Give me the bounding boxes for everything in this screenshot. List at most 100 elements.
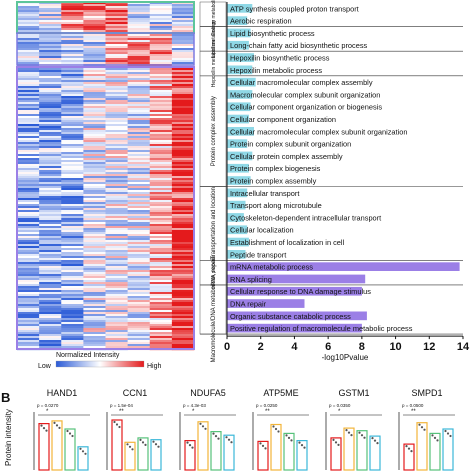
heatmap-cell bbox=[105, 2, 128, 5]
heatmap-cell bbox=[127, 114, 151, 117]
go-x-tick-label: 4 bbox=[291, 341, 298, 353]
significance-mark: ** bbox=[411, 409, 416, 415]
replicate-point bbox=[154, 443, 158, 446]
heatmap-cell bbox=[61, 134, 84, 137]
heatmap-cell bbox=[149, 220, 173, 223]
heatmap-cell bbox=[39, 296, 62, 299]
heatmap-cell bbox=[149, 270, 173, 273]
heatmap-cell bbox=[105, 272, 128, 275]
heatmap-cell bbox=[39, 302, 62, 305]
heatmap-cell bbox=[149, 212, 173, 215]
heatmap-cell bbox=[61, 326, 84, 329]
heatmap-cell bbox=[83, 104, 106, 107]
heatmap-cell bbox=[39, 142, 62, 145]
heatmap-cell bbox=[171, 114, 195, 117]
heatmap-cell bbox=[61, 232, 84, 235]
heatmap-cell bbox=[171, 14, 195, 17]
heatmap-cell bbox=[17, 174, 40, 177]
heatmap-cell bbox=[83, 256, 106, 259]
heatmap-cell bbox=[105, 38, 128, 41]
heatmap-cell bbox=[83, 10, 106, 13]
heatmap-cell bbox=[105, 88, 128, 91]
heatmap-cell bbox=[83, 96, 106, 99]
heatmap-cell bbox=[171, 220, 195, 223]
go-term-bar bbox=[227, 250, 246, 259]
heatmap-cell bbox=[61, 276, 84, 279]
replicate-point bbox=[191, 446, 194, 449]
heatmap-cell bbox=[39, 48, 62, 51]
heatmap-cell bbox=[149, 228, 173, 231]
heatmap-cell bbox=[127, 256, 151, 259]
heatmap-cell bbox=[39, 60, 62, 63]
heatmap-cell bbox=[39, 210, 62, 213]
heatmap-cell bbox=[17, 292, 40, 295]
heatmap-cell bbox=[83, 304, 106, 307]
heatmap-cell bbox=[61, 24, 84, 27]
heatmap-cell bbox=[171, 74, 195, 77]
heatmap-cell bbox=[149, 80, 173, 83]
heatmap-cell bbox=[127, 214, 151, 217]
heatmap-cell bbox=[61, 74, 84, 77]
heatmap-cell bbox=[105, 274, 128, 277]
heatmap-cell bbox=[171, 280, 195, 283]
go-x-tick-label: 2 bbox=[258, 341, 264, 353]
heatmap-cell bbox=[171, 306, 195, 309]
heatmap-cell bbox=[61, 70, 84, 73]
go-x-tick-label: 6 bbox=[325, 341, 331, 353]
heatmap-cell bbox=[105, 50, 128, 53]
heatmap-cell bbox=[149, 340, 173, 343]
heatmap-cell bbox=[149, 70, 173, 73]
heatmap-cell bbox=[171, 300, 195, 303]
heatmap-cell bbox=[105, 322, 128, 325]
heatmap-cell bbox=[127, 218, 151, 221]
heatmap-cell bbox=[171, 268, 195, 271]
heatmap-cell bbox=[39, 24, 62, 27]
heatmap-cell bbox=[149, 86, 173, 89]
heatmap-cell bbox=[83, 194, 106, 197]
heatmap-cell bbox=[83, 146, 106, 149]
heatmap-cell bbox=[171, 248, 195, 251]
heatmap-cell bbox=[61, 256, 84, 259]
heatmap-cell bbox=[105, 172, 128, 175]
heatmap-cell bbox=[105, 124, 128, 127]
heatmap-cell bbox=[83, 40, 106, 43]
heatmap-cell bbox=[39, 170, 62, 173]
heatmap-cell bbox=[17, 106, 40, 109]
heatmap-cell bbox=[171, 266, 195, 269]
replicate-point bbox=[66, 429, 69, 433]
heatmap-cell bbox=[127, 324, 151, 327]
heatmap-cell bbox=[17, 246, 40, 249]
heatmap-cell bbox=[149, 76, 173, 79]
heatmap-cell bbox=[61, 316, 84, 319]
heatmap-cell bbox=[127, 130, 151, 133]
heatmap-cell bbox=[83, 316, 106, 319]
heatmap-cell bbox=[83, 134, 106, 137]
replicate-point bbox=[433, 436, 437, 439]
heatmap-cell bbox=[149, 336, 173, 339]
heatmap-cell bbox=[127, 86, 151, 89]
heatmap-cell bbox=[105, 40, 128, 43]
heatmap-cell bbox=[149, 200, 173, 203]
heatmap-cell bbox=[149, 252, 173, 255]
heatmap-cell bbox=[127, 234, 151, 237]
heatmap-cell bbox=[61, 186, 84, 189]
replicate-point bbox=[300, 444, 304, 447]
heatmap-cell bbox=[61, 278, 84, 281]
heatmap-cell bbox=[127, 44, 151, 47]
heatmap-cell bbox=[149, 230, 173, 233]
heatmap-cell bbox=[105, 226, 128, 229]
heatmap-cell bbox=[171, 162, 195, 165]
heatmap-cell bbox=[149, 48, 173, 51]
heatmap-cell bbox=[39, 30, 62, 33]
heatmap-cell bbox=[105, 246, 128, 249]
panel-b-y-axis-label: Protein intensity bbox=[4, 409, 13, 466]
heatmap-cell bbox=[39, 306, 62, 309]
replicate-point bbox=[42, 427, 46, 430]
heatmap-cell bbox=[17, 126, 40, 129]
heatmap-cell bbox=[127, 62, 151, 65]
heatmap-cell bbox=[127, 166, 151, 169]
heatmap-cell bbox=[61, 158, 84, 161]
heatmap-cell bbox=[17, 290, 40, 293]
go-term-bar bbox=[227, 102, 251, 112]
